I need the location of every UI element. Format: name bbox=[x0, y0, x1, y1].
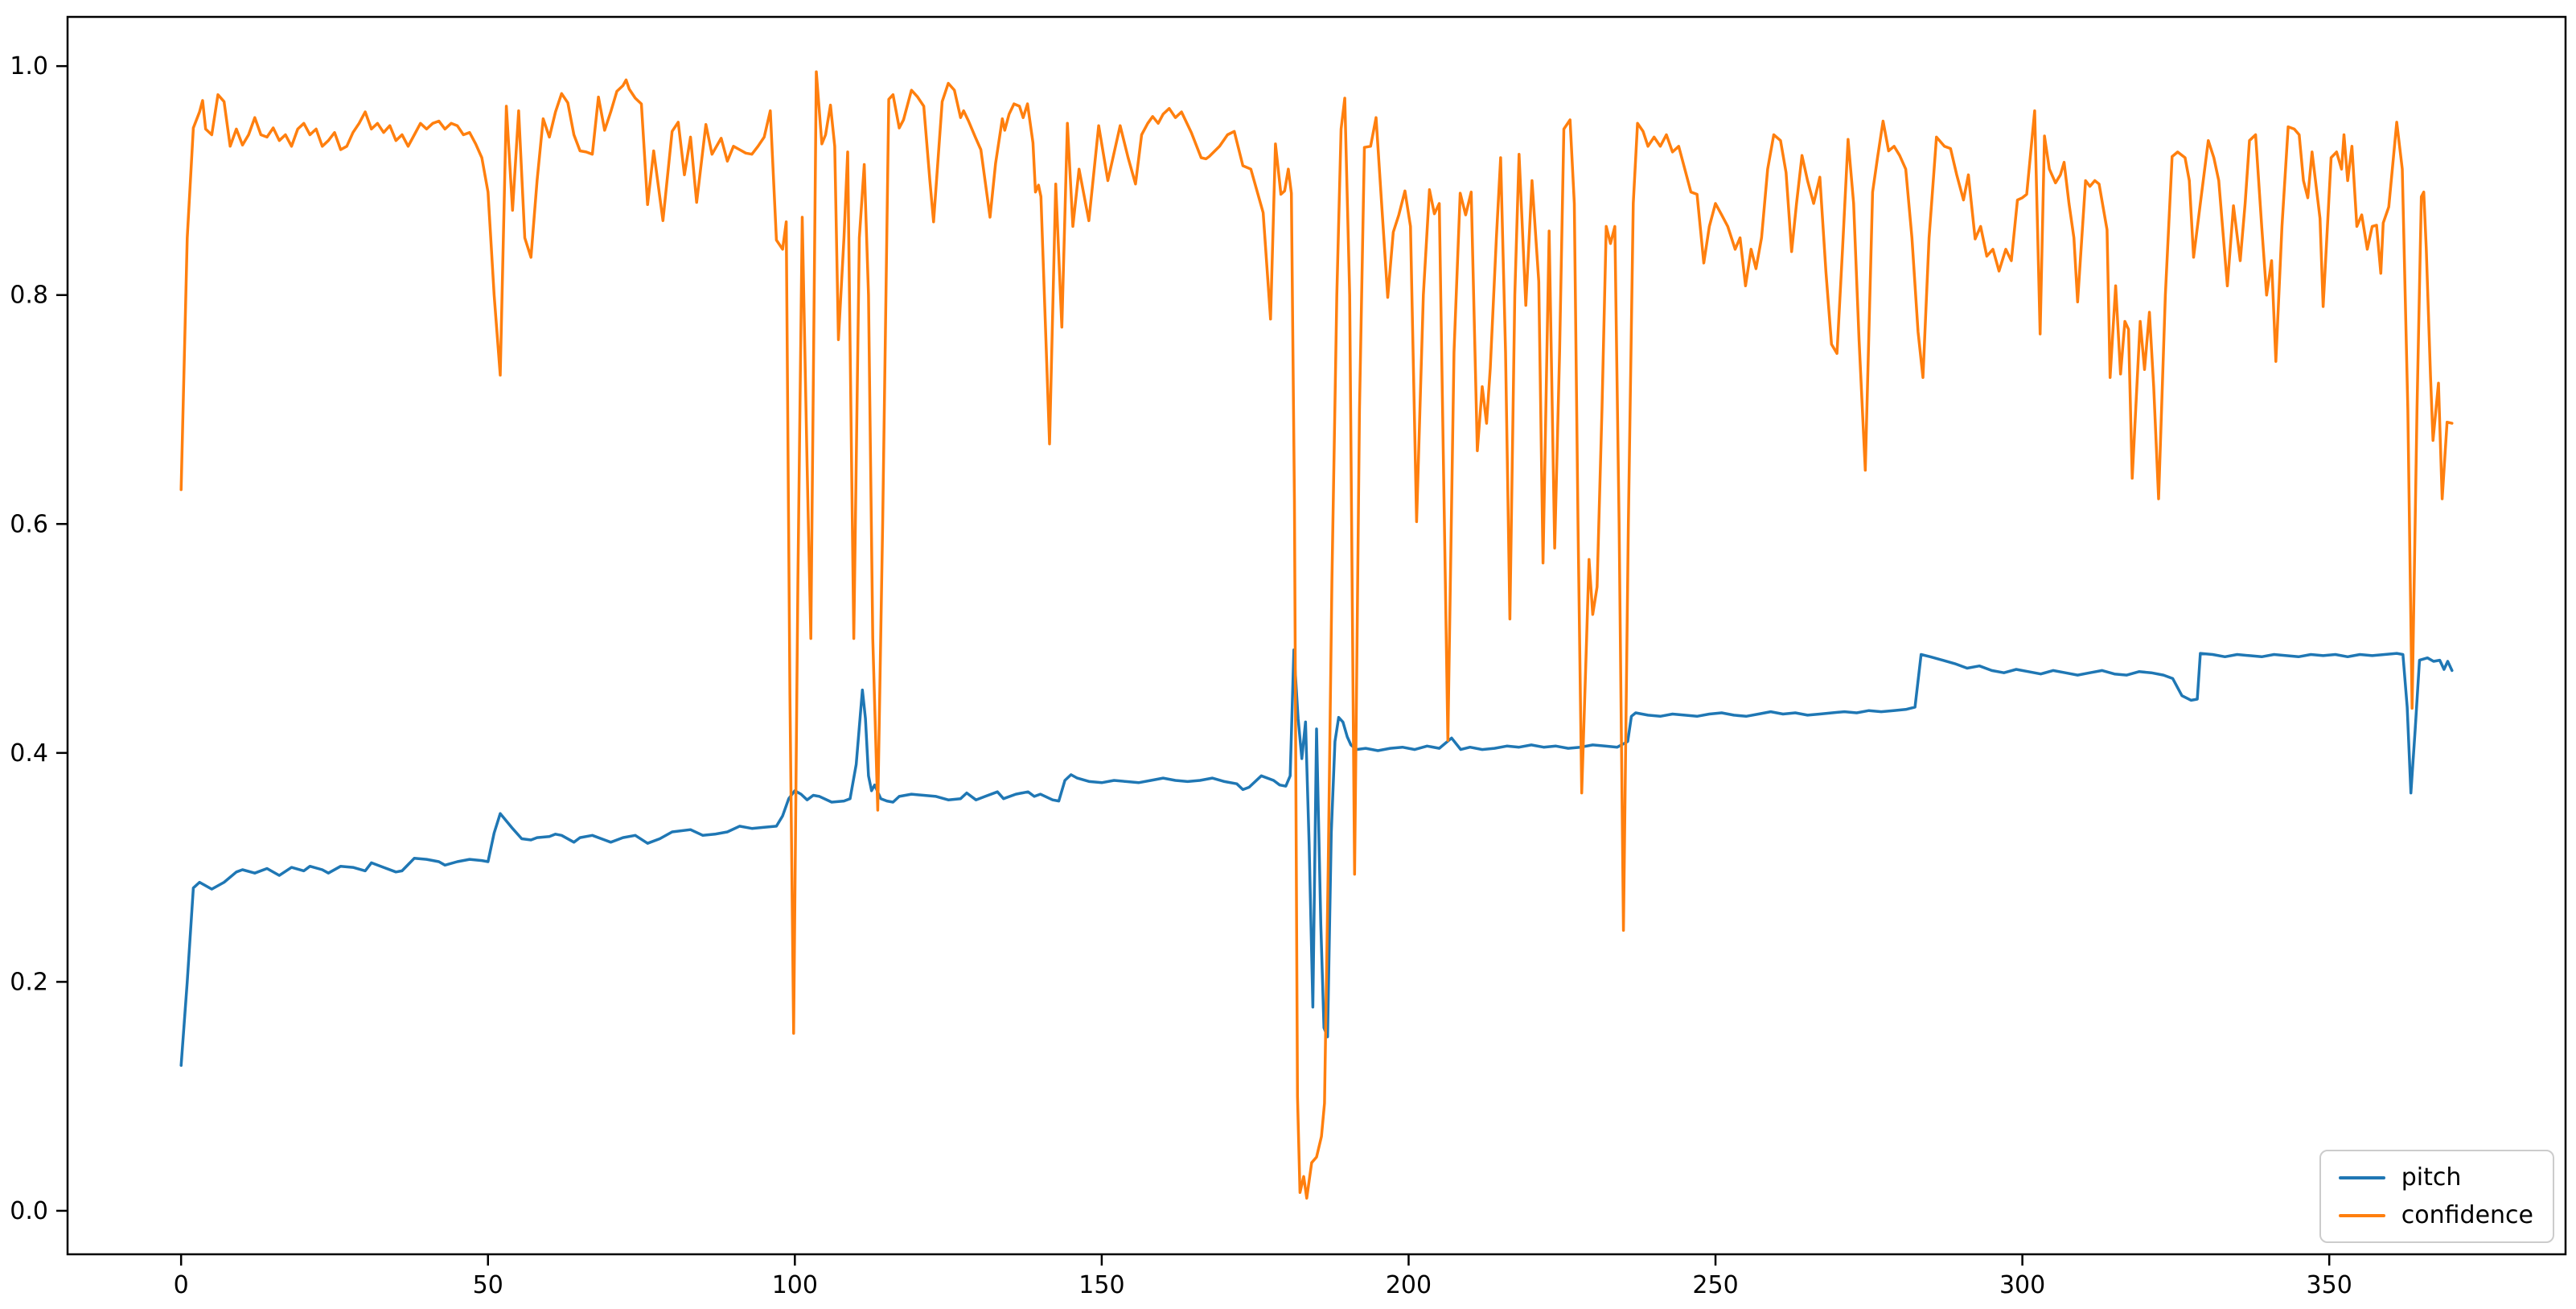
confidence-line bbox=[179, 70, 2454, 1200]
axes-spines bbox=[66, 15, 2567, 1256]
x-tick-label: 200 bbox=[1386, 1271, 1432, 1299]
legend-label-confidence: confidence bbox=[2401, 1201, 2533, 1229]
x-tick-label: 350 bbox=[2307, 1271, 2352, 1299]
confidence-line-swatch bbox=[2338, 1213, 2385, 1217]
pitch-line-swatch bbox=[2338, 1175, 2385, 1179]
legend-item-confidence: confidence bbox=[2338, 1201, 2533, 1229]
x-tick-label: 300 bbox=[1999, 1271, 2045, 1299]
x-tick-label: 250 bbox=[1692, 1271, 1738, 1299]
y-tick-label: 0.4 bbox=[10, 739, 48, 768]
y-tick-label: 0.2 bbox=[10, 968, 48, 996]
y-tick-label: 0.8 bbox=[10, 282, 48, 310]
x-tick-label: 50 bbox=[473, 1271, 503, 1299]
plot-area bbox=[68, 17, 2566, 1254]
legend-label-pitch: pitch bbox=[2401, 1163, 2462, 1192]
legend-item-pitch: pitch bbox=[2338, 1163, 2533, 1192]
y-tick-label: 1.0 bbox=[10, 52, 48, 80]
x-tick-label: 150 bbox=[1078, 1271, 1124, 1299]
legend: pitch confidence bbox=[2319, 1150, 2554, 1243]
y-tick-label: 0.0 bbox=[10, 1197, 48, 1225]
y-tick-label: 0.6 bbox=[10, 510, 48, 538]
x-tick-label: 100 bbox=[772, 1271, 818, 1299]
x-tick-label: 0 bbox=[174, 1271, 189, 1299]
